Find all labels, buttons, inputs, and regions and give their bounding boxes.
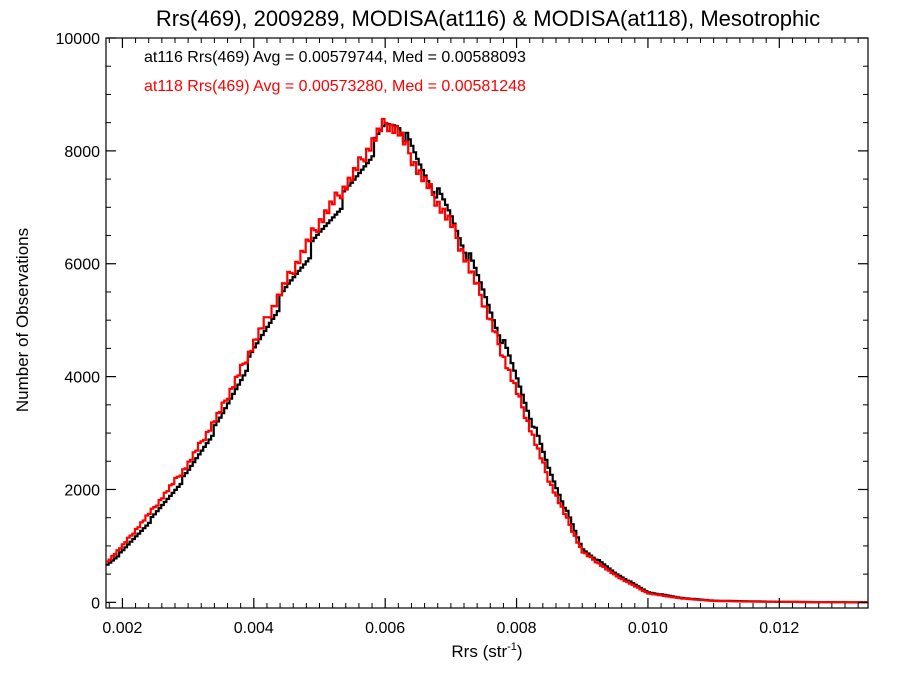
plot-frame bbox=[105, 37, 869, 609]
x-tick-label: 0.006 bbox=[365, 620, 405, 637]
x-tick-label: 0.002 bbox=[102, 620, 142, 637]
annotation-at116: at116 Rrs(469) Avg = 0.00579744, Med = 0… bbox=[144, 49, 526, 66]
series-at118-line bbox=[106, 117, 868, 604]
chart-title: Rrs(469), 2009289, MODISA(at116) & MODIS… bbox=[156, 6, 820, 31]
x-tick-label: 0.008 bbox=[497, 620, 537, 637]
y-tick-label: 0 bbox=[91, 595, 100, 612]
y-tick-label: 6000 bbox=[64, 257, 100, 274]
annotation-at118: at118 Rrs(469) Avg = 0.00573280, Med = 0… bbox=[144, 78, 526, 95]
x-axis-label-exponent: -1 bbox=[507, 641, 517, 653]
y-tick-label: 4000 bbox=[64, 370, 100, 387]
x-axis-label: Rrs (str-1) bbox=[451, 641, 522, 661]
x-tick-label: 0.004 bbox=[234, 620, 274, 637]
y-axis-label: Number of Observations bbox=[13, 228, 32, 412]
x-axis-label-main: Rrs (str bbox=[451, 642, 507, 661]
x-tick-label: 0.010 bbox=[628, 620, 668, 637]
y-tick-label: 10000 bbox=[56, 31, 101, 48]
x-axis-label-close: ) bbox=[517, 642, 523, 661]
y-tick-label: 2000 bbox=[64, 482, 100, 499]
x-tick-label: 0.012 bbox=[759, 620, 799, 637]
plot-area: 0.002 0.004 0.006 0.008 0.010 0.012 0 2000 4000 6… bbox=[56, 31, 869, 637]
series-at116-line bbox=[106, 122, 868, 604]
y-tick-label: 8000 bbox=[64, 144, 100, 161]
